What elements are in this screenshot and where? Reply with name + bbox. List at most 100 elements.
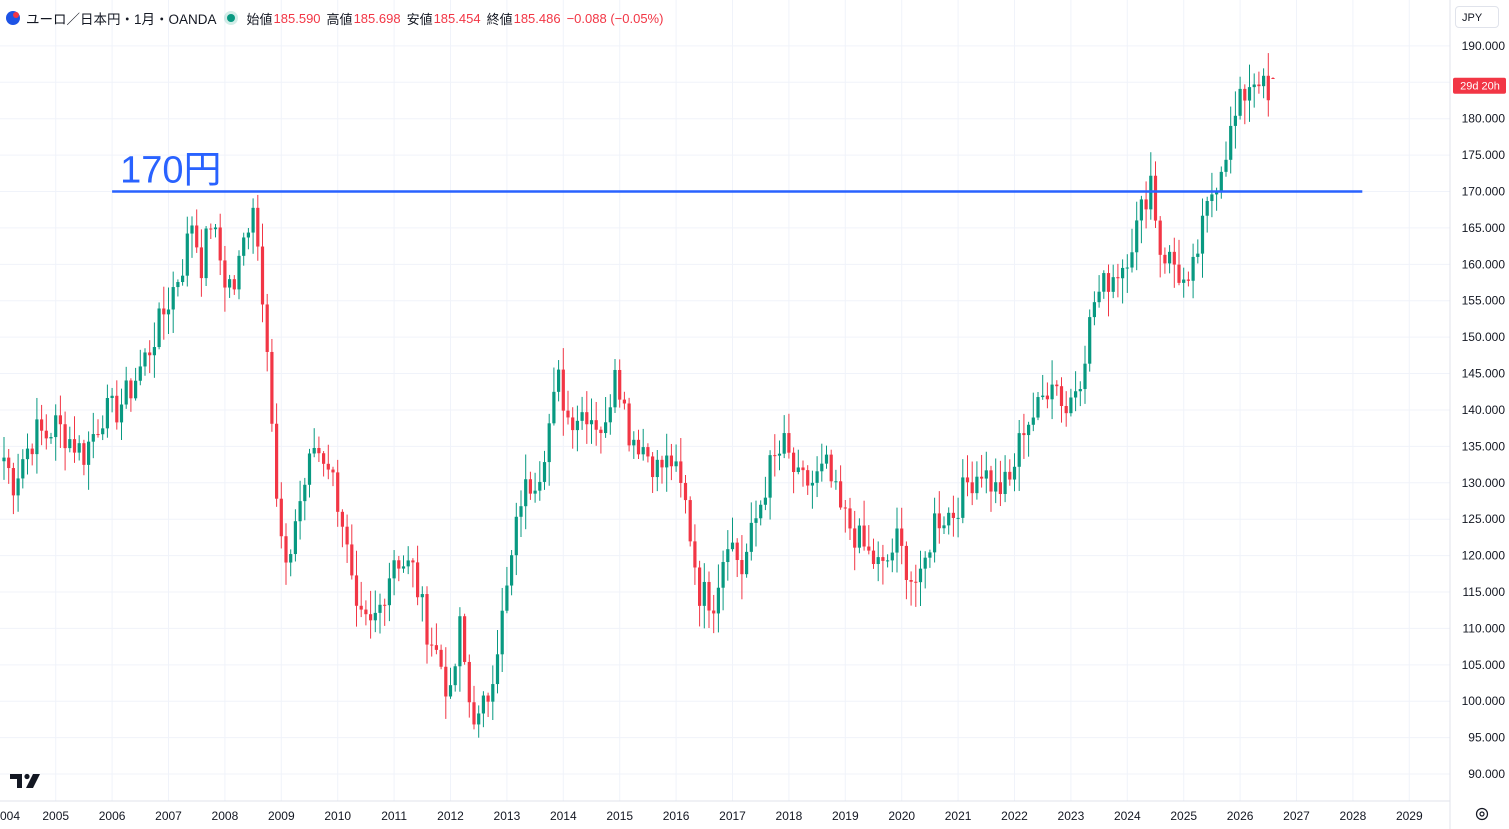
candle-body bbox=[336, 472, 340, 512]
candle-body bbox=[815, 471, 819, 483]
candle-body bbox=[1045, 395, 1049, 400]
candle-body bbox=[1210, 194, 1214, 202]
candle-body bbox=[1257, 84, 1261, 87]
candle-body bbox=[134, 380, 138, 399]
candle-body bbox=[1102, 273, 1106, 292]
candle-body bbox=[1229, 125, 1233, 160]
candle-body bbox=[552, 391, 556, 424]
price-axis-label: 125.000 bbox=[1462, 512, 1506, 526]
candle-body bbox=[890, 552, 894, 561]
candle-body bbox=[491, 684, 495, 702]
candle-body bbox=[886, 560, 890, 562]
candle-body bbox=[322, 453, 326, 464]
candle-body bbox=[1059, 386, 1064, 407]
candle-body bbox=[185, 233, 189, 276]
candle-body bbox=[265, 304, 269, 352]
horizontal-line-label: 170円 bbox=[120, 150, 221, 192]
candle-body bbox=[345, 526, 349, 545]
candle-body bbox=[162, 308, 166, 315]
time-axis-label: 2008 bbox=[212, 809, 239, 823]
candle-body bbox=[702, 581, 706, 606]
price-axis[interactable]: 90.000 95.000 100.000 105.000 110.000 115.000… bbox=[1462, 39, 1506, 781]
candle-body bbox=[430, 644, 434, 646]
time-axis-label: 2023 bbox=[1058, 809, 1085, 823]
candle-body bbox=[528, 479, 532, 494]
candle-body bbox=[1172, 251, 1176, 265]
time-axis[interactable]: 004 2005 2006 2007 2008 2009 2010 2011 2012 2013 2… bbox=[0, 0, 1451, 829]
horizontal-line-170[interactable]: 170円 bbox=[112, 150, 1363, 193]
candle-body bbox=[1266, 75, 1270, 101]
candle-body bbox=[679, 461, 683, 483]
candle-body bbox=[989, 470, 993, 492]
market-status-icon[interactable] bbox=[226, 14, 235, 22]
candle-body bbox=[293, 521, 297, 555]
candle-body bbox=[1092, 302, 1096, 318]
candle-body bbox=[951, 512, 955, 518]
time-axis-label: 2017 bbox=[719, 809, 746, 823]
candle-body bbox=[1200, 215, 1205, 254]
candle-body bbox=[251, 207, 255, 233]
candle-body bbox=[58, 415, 62, 425]
candle-body bbox=[1219, 171, 1223, 191]
candle-body bbox=[712, 610, 716, 614]
candle-body bbox=[829, 454, 833, 482]
chart-legend: ユーロ／日本円・1月・OANDA 始値 185.590 高値 185.698 安値 1… bbox=[6, 8, 665, 28]
price-axis-label: 95.000 bbox=[1468, 731, 1505, 745]
candle-body bbox=[867, 546, 871, 551]
candle-body bbox=[82, 443, 86, 465]
candle-body bbox=[383, 604, 387, 606]
candle-body bbox=[166, 309, 171, 315]
candle-body bbox=[87, 441, 91, 465]
candle-body bbox=[961, 477, 965, 518]
time-axis-label: 2015 bbox=[606, 809, 633, 823]
candle-body bbox=[909, 580, 913, 582]
candle-body bbox=[1243, 88, 1247, 101]
candle-body bbox=[1196, 253, 1200, 257]
candle-body bbox=[533, 490, 537, 494]
candle-body bbox=[138, 366, 142, 381]
candle-body bbox=[994, 482, 998, 492]
candle-body bbox=[213, 227, 218, 230]
candle-body bbox=[1121, 267, 1125, 279]
price-axis-label: 175.000 bbox=[1462, 148, 1506, 162]
candle-body bbox=[190, 225, 194, 234]
candle-body bbox=[157, 308, 161, 348]
candle-body bbox=[660, 459, 664, 468]
candle-body bbox=[1238, 88, 1242, 116]
candle-body bbox=[843, 507, 847, 509]
candle-body bbox=[980, 476, 984, 479]
candle-body bbox=[1064, 406, 1068, 414]
candle-body bbox=[218, 227, 222, 261]
candle-body bbox=[900, 528, 904, 546]
candle-body bbox=[1139, 199, 1143, 221]
candle-body bbox=[1168, 251, 1172, 264]
candle-body bbox=[895, 528, 899, 553]
candle-body bbox=[707, 581, 711, 611]
candle-body bbox=[143, 352, 147, 367]
candle-body bbox=[1177, 264, 1181, 283]
candle-body bbox=[561, 369, 565, 411]
candle-body bbox=[726, 549, 730, 563]
candle-body bbox=[354, 575, 359, 606]
candle-body bbox=[1262, 75, 1266, 87]
candle-body bbox=[1158, 220, 1162, 255]
candle-body bbox=[735, 542, 739, 561]
gear-icon[interactable] bbox=[1474, 806, 1490, 822]
candle-body bbox=[787, 433, 791, 453]
candle-body bbox=[604, 422, 608, 434]
tradingview-logo-icon[interactable] bbox=[10, 772, 42, 790]
candle-body bbox=[923, 557, 927, 569]
currency-button[interactable]: JPY bbox=[1455, 6, 1499, 28]
candle-body bbox=[538, 481, 542, 491]
close-label: 終値 bbox=[486, 11, 513, 27]
symbol-title[interactable]: ユーロ／日本円・1月・OANDA bbox=[26, 12, 217, 27]
price-axis-label: 165.000 bbox=[1462, 221, 1506, 235]
candle-body bbox=[326, 463, 330, 470]
candle-body bbox=[378, 604, 382, 613]
candle-body bbox=[1050, 384, 1054, 400]
high-value: 185.698 bbox=[353, 10, 401, 26]
time-axis-label: 2014 bbox=[550, 809, 577, 823]
candle-body bbox=[495, 654, 500, 685]
candle-body bbox=[472, 702, 476, 725]
